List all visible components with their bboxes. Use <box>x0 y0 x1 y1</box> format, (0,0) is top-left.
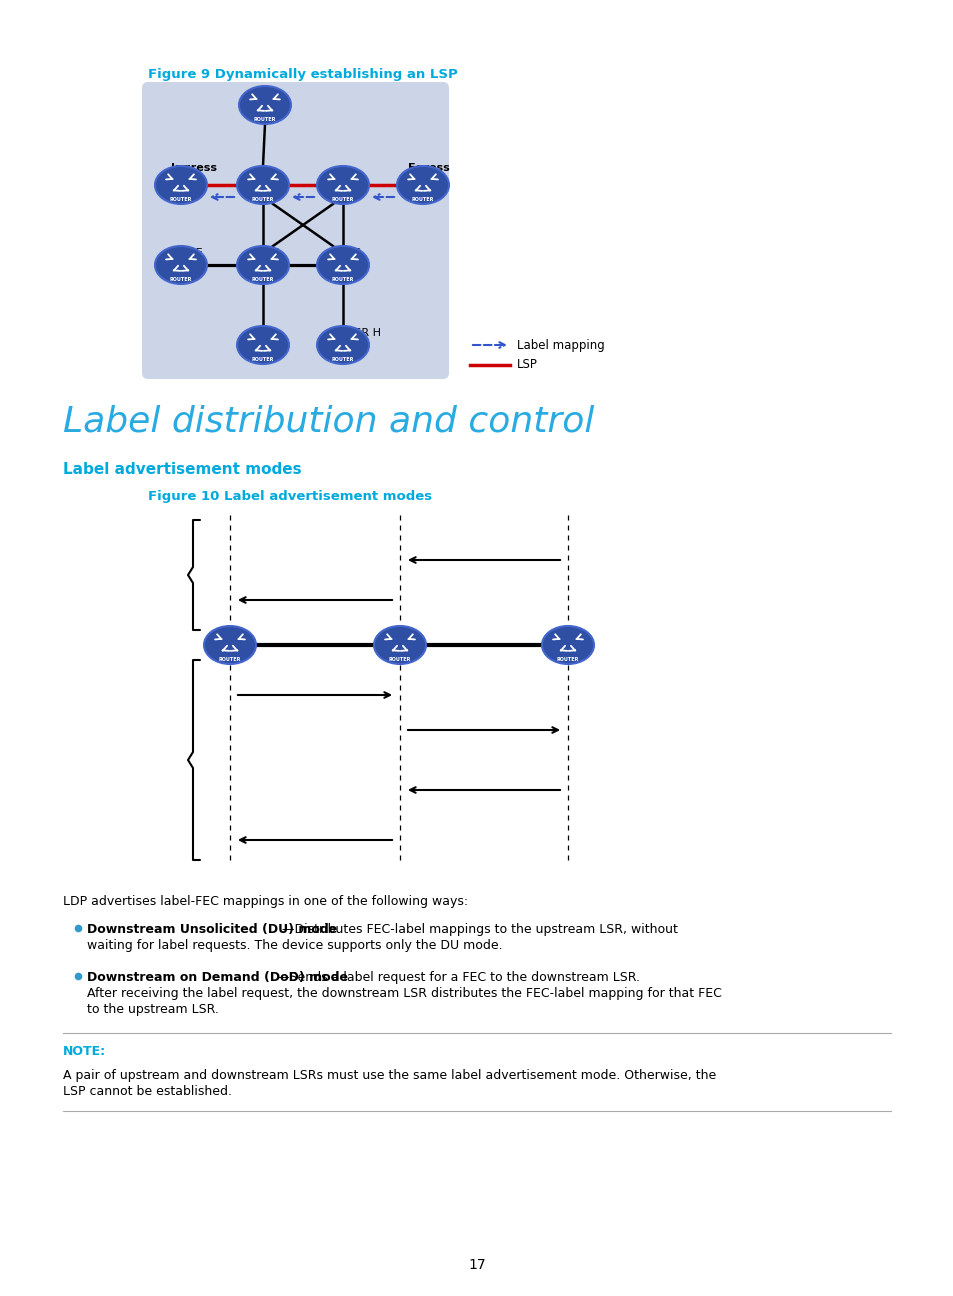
Text: LSP cannot be established.: LSP cannot be established. <box>63 1085 232 1098</box>
Ellipse shape <box>316 246 369 284</box>
Text: Downstream on Demand (DoD) mode: Downstream on Demand (DoD) mode <box>87 971 348 984</box>
Text: Egress: Egress <box>408 163 449 172</box>
Text: LSP: LSP <box>517 359 537 372</box>
Text: After receiving the label request, the downstream LSR distributes the FEC-label : After receiving the label request, the d… <box>87 988 721 1001</box>
Text: 17: 17 <box>468 1258 485 1271</box>
Text: ROUTER: ROUTER <box>332 356 354 362</box>
Text: LSR F: LSR F <box>248 248 278 258</box>
Ellipse shape <box>541 626 594 664</box>
Text: Label distribution and control: Label distribution and control <box>63 404 594 439</box>
Ellipse shape <box>239 86 291 124</box>
Text: A pair of upstream and downstream LSRs must use the same label advertisement mod: A pair of upstream and downstream LSRs m… <box>63 1069 716 1082</box>
Text: NOTE:: NOTE: <box>63 1045 106 1058</box>
Text: ROUTER: ROUTER <box>412 197 434 202</box>
Text: LSR D: LSR D <box>408 172 440 181</box>
Text: LSR H: LSR H <box>348 328 380 338</box>
Ellipse shape <box>204 626 255 664</box>
Text: Label advertisement modes: Label advertisement modes <box>63 461 301 477</box>
Text: Label mapping: Label mapping <box>517 338 604 351</box>
Text: to the upstream LSR.: to the upstream LSR. <box>87 1003 218 1016</box>
Ellipse shape <box>236 327 289 364</box>
Text: LSR A: LSR A <box>171 172 203 181</box>
Text: ROUTER: ROUTER <box>253 117 276 122</box>
Text: LSR B: LSR B <box>248 172 280 181</box>
Ellipse shape <box>236 246 289 284</box>
Ellipse shape <box>316 166 369 203</box>
Ellipse shape <box>396 166 449 203</box>
Text: ROUTER: ROUTER <box>252 197 274 202</box>
Text: ROUTER: ROUTER <box>170 197 192 202</box>
Text: ROUTER: ROUTER <box>332 277 354 281</box>
Text: waiting for label requests. The device supports only the DU mode.: waiting for label requests. The device s… <box>87 940 502 953</box>
Text: ROUTER: ROUTER <box>252 356 274 362</box>
Text: Ingress: Ingress <box>171 163 216 172</box>
Text: ROUTER: ROUTER <box>170 277 192 281</box>
Text: ROUTER: ROUTER <box>557 657 578 662</box>
Text: ROUTER: ROUTER <box>389 657 411 662</box>
Text: ROUTER: ROUTER <box>218 657 241 662</box>
Ellipse shape <box>374 626 426 664</box>
Text: LDP advertises label-FEC mappings in one of the following ways:: LDP advertises label-FEC mappings in one… <box>63 896 468 908</box>
Text: ROUTER: ROUTER <box>332 197 354 202</box>
Text: LSR E: LSR E <box>171 248 202 258</box>
Text: Figure 9 Dynamically establishing an LSP: Figure 9 Dynamically establishing an LSP <box>148 67 457 80</box>
Text: Downstream Unsolicited (DU) mode: Downstream Unsolicited (DU) mode <box>87 923 337 936</box>
Ellipse shape <box>154 246 207 284</box>
Text: LSR G: LSR G <box>328 248 361 258</box>
Text: —Sends a label request for a FEC to the downstream LSR.: —Sends a label request for a FEC to the … <box>276 971 639 984</box>
FancyBboxPatch shape <box>142 82 449 378</box>
Text: ROUTER: ROUTER <box>252 277 274 281</box>
Ellipse shape <box>316 327 369 364</box>
Text: Figure 10 Label advertisement modes: Figure 10 Label advertisement modes <box>148 490 432 503</box>
Ellipse shape <box>154 166 207 203</box>
Text: —Distributes FEC-label mappings to the upstream LSR, without: —Distributes FEC-label mappings to the u… <box>282 923 678 936</box>
Ellipse shape <box>236 166 289 203</box>
Text: LSR C: LSR C <box>328 172 360 181</box>
